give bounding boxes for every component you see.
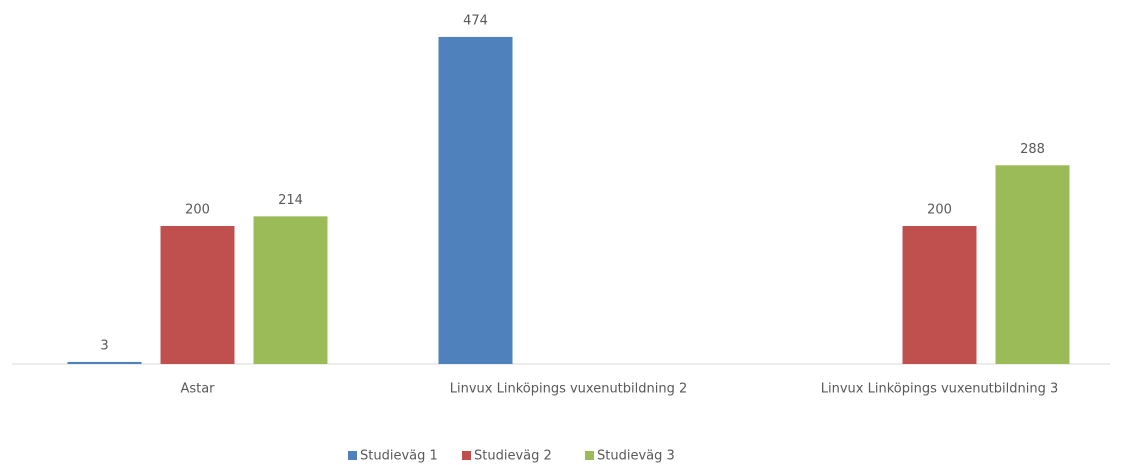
legend-swatch xyxy=(585,451,594,460)
bar xyxy=(253,216,328,364)
x-tick-label: Linvux Linköpings vuxenutbildning 2 xyxy=(450,382,688,397)
bar xyxy=(438,36,513,364)
legend-label: Studieväg 1 xyxy=(360,449,438,464)
data-label: 200 xyxy=(927,203,952,218)
x-tick-label: Astar xyxy=(180,382,215,397)
data-label: 214 xyxy=(278,193,303,208)
bar xyxy=(67,361,142,364)
legend-label: Studieväg 3 xyxy=(597,449,675,464)
data-label: 288 xyxy=(1020,142,1045,157)
legend-label: Studieväg 2 xyxy=(474,449,552,464)
legend-swatch xyxy=(348,451,357,460)
x-tick-label: Linvux Linköpings vuxenutbildning 3 xyxy=(821,382,1059,397)
legend-swatch xyxy=(462,451,471,460)
bar xyxy=(995,165,1070,364)
bar xyxy=(160,226,235,364)
data-label: 3 xyxy=(100,338,108,353)
data-label: 474 xyxy=(463,13,488,28)
data-label: 200 xyxy=(185,203,210,218)
bar xyxy=(902,226,977,364)
